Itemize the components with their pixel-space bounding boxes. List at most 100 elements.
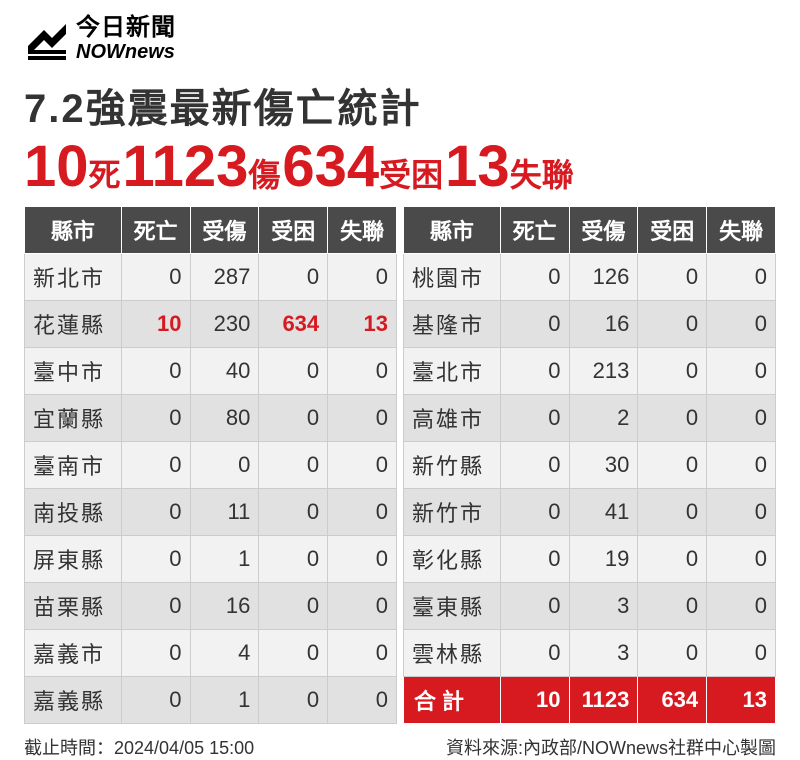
cell-value: 0: [707, 348, 776, 395]
cell-value: 0: [121, 489, 190, 536]
cell-value: 0: [707, 583, 776, 630]
table-row: 基隆市01600: [404, 301, 776, 348]
th-region: 縣市: [404, 207, 501, 254]
cell-value: 30: [569, 442, 638, 489]
table-row: 苗栗縣01600: [25, 583, 397, 630]
cell-region: 花蓮縣: [25, 301, 122, 348]
cell-value: 11: [190, 489, 259, 536]
cell-total-value: 13: [707, 677, 776, 724]
table-row: 嘉義縣0100: [25, 677, 397, 724]
cell-region: 彰化縣: [404, 536, 501, 583]
footer: 截止時間：2024/04/05 15:00 資料來源:內政部/NOWnews社群…: [24, 734, 776, 760]
cell-value: 3: [569, 630, 638, 677]
cell-region: 屏東縣: [25, 536, 122, 583]
cell-region: 新北市: [25, 254, 122, 301]
casualty-table-left: 縣市 死亡 受傷 受困 失聯 新北市028700花蓮縣1023063413臺中市…: [24, 206, 397, 724]
cell-region: 嘉義市: [25, 630, 122, 677]
th-trapped: 受困: [638, 207, 707, 254]
cell-value: 0: [121, 583, 190, 630]
cell-value: 0: [328, 442, 397, 489]
cell-value: 230: [190, 301, 259, 348]
cell-value: 0: [328, 489, 397, 536]
cell-value: 4: [190, 630, 259, 677]
cell-value: 0: [500, 442, 569, 489]
tables-container: 縣市 死亡 受傷 受困 失聯 新北市028700花蓮縣1023063413臺中市…: [24, 206, 776, 724]
cell-value: 0: [328, 677, 397, 724]
table-row: 彰化縣01900: [404, 536, 776, 583]
cell-region: 南投縣: [25, 489, 122, 536]
cell-value: 0: [638, 536, 707, 583]
cell-value: 0: [707, 254, 776, 301]
th-deaths: 死亡: [500, 207, 569, 254]
cell-value: 0: [500, 395, 569, 442]
cell-value: 0: [121, 442, 190, 489]
table-row: 臺中市04000: [25, 348, 397, 395]
cell-value: 3: [569, 583, 638, 630]
main-title: 7.2強震最新傷亡統計: [24, 76, 776, 134]
cell-value: 0: [638, 489, 707, 536]
th-missing: 失聯: [328, 207, 397, 254]
cell-value: 0: [259, 254, 328, 301]
cell-value: 126: [569, 254, 638, 301]
stat-missing-label: 失聯: [510, 159, 574, 191]
cell-value: 0: [638, 395, 707, 442]
th-trapped: 受困: [259, 207, 328, 254]
cell-value: 0: [638, 630, 707, 677]
th-deaths: 死亡: [121, 207, 190, 254]
headline-stats: 10 死 1123 傷 634 受困 13 失聯: [24, 138, 776, 196]
cell-value: 0: [638, 348, 707, 395]
table-row: 南投縣01100: [25, 489, 397, 536]
cell-value: 19: [569, 536, 638, 583]
total-row: 合計10112363413: [404, 677, 776, 724]
cell-region: 臺南市: [25, 442, 122, 489]
cell-value: 0: [328, 536, 397, 583]
cell-value: 16: [569, 301, 638, 348]
logo-area: 今日新聞 NOWnews: [24, 16, 776, 62]
table-row: 屏東縣0100: [25, 536, 397, 583]
cell-value: 0: [121, 348, 190, 395]
table-row: 高雄市0200: [404, 395, 776, 442]
cell-value: 2: [569, 395, 638, 442]
cell-value: 0: [707, 536, 776, 583]
cell-total-value: 1123: [569, 677, 638, 724]
cell-value: 287: [190, 254, 259, 301]
cell-region: 苗栗縣: [25, 583, 122, 630]
table-row: 新北市028700: [25, 254, 397, 301]
cell-value: 0: [121, 630, 190, 677]
cell-value: 13: [328, 301, 397, 348]
cell-value: 0: [638, 442, 707, 489]
cell-value: 0: [500, 630, 569, 677]
cell-value: 0: [707, 301, 776, 348]
cell-value: 0: [259, 677, 328, 724]
cell-value: 213: [569, 348, 638, 395]
cell-region: 嘉義縣: [25, 677, 122, 724]
cell-value: 40: [190, 348, 259, 395]
stat-deaths-num: 10: [24, 138, 89, 196]
cutoff-time: 截止時間：2024/04/05 15:00: [24, 734, 254, 760]
table-row: 嘉義市0400: [25, 630, 397, 677]
cell-value: 0: [259, 536, 328, 583]
table-row: 桃園市012600: [404, 254, 776, 301]
cell-value: 0: [638, 254, 707, 301]
th-missing: 失聯: [707, 207, 776, 254]
cell-value: 1: [190, 677, 259, 724]
cell-value: 0: [121, 677, 190, 724]
stat-trapped-label: 受困: [379, 159, 443, 191]
cell-value: 0: [190, 442, 259, 489]
cell-value: 0: [121, 254, 190, 301]
cell-value: 0: [259, 442, 328, 489]
table-row: 宜蘭縣08000: [25, 395, 397, 442]
stat-injured-label: 傷: [248, 159, 280, 191]
th-injured: 受傷: [190, 207, 259, 254]
cell-value: 0: [707, 395, 776, 442]
cell-value: 0: [328, 395, 397, 442]
cell-total-value: 634: [638, 677, 707, 724]
cell-region: 臺中市: [25, 348, 122, 395]
cell-region: 臺北市: [404, 348, 501, 395]
cell-region: 雲林縣: [404, 630, 501, 677]
cell-value: 0: [500, 301, 569, 348]
cell-total-label: 合計: [404, 677, 501, 724]
cell-value: 80: [190, 395, 259, 442]
cell-value: 16: [190, 583, 259, 630]
cell-value: 0: [259, 630, 328, 677]
